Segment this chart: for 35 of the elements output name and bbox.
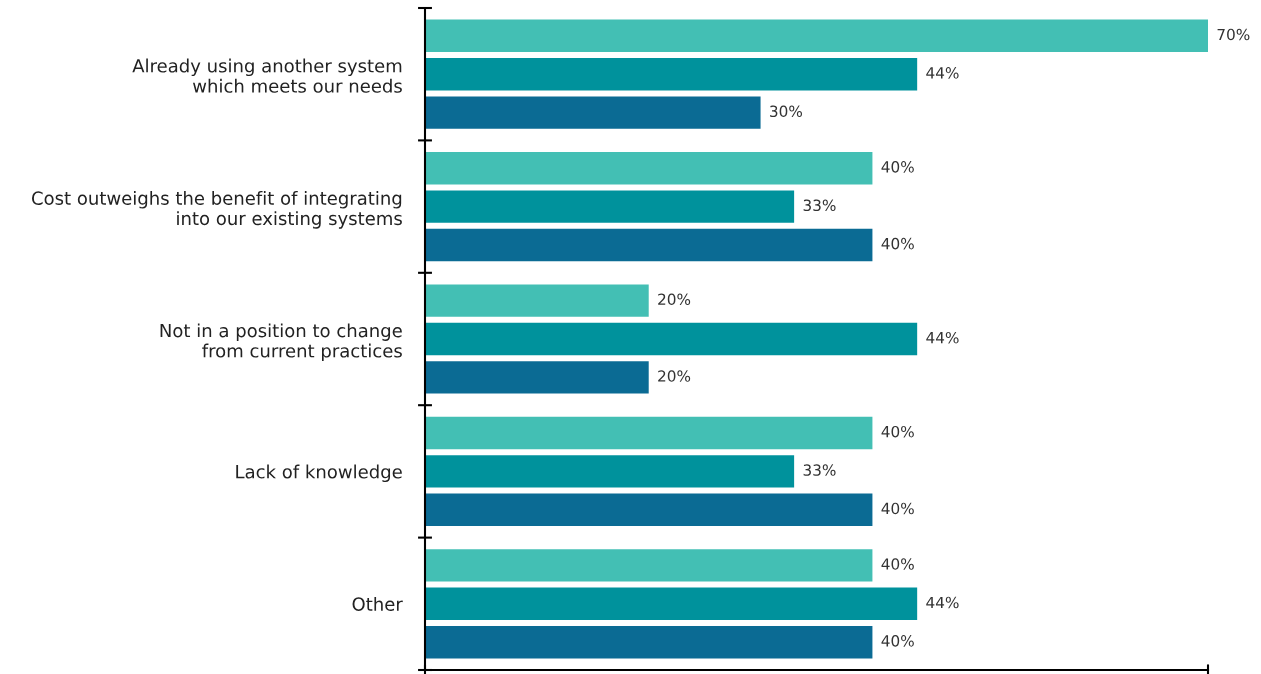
data-label: 33% bbox=[803, 464, 836, 476]
bar bbox=[425, 151, 873, 185]
y-tick-label: Lack of knowledge bbox=[236, 464, 402, 483]
bar bbox=[425, 625, 873, 659]
data-label: 20% bbox=[658, 293, 691, 306]
bar bbox=[425, 455, 795, 488]
data-label: 40% bbox=[881, 558, 914, 570]
data-label: 40% bbox=[881, 161, 914, 173]
bar bbox=[425, 190, 795, 223]
bar bbox=[425, 322, 918, 356]
bar bbox=[425, 19, 1208, 53]
data-label: 40% bbox=[881, 502, 914, 515]
bar bbox=[425, 416, 873, 450]
data-label: 40% bbox=[881, 635, 914, 647]
y-tick-label: Already using another system which meets our needs bbox=[132, 58, 402, 93]
data-label: 33% bbox=[803, 199, 836, 212]
data-label: 40% bbox=[881, 425, 914, 438]
bar bbox=[425, 284, 649, 317]
bar bbox=[425, 549, 873, 582]
data-label: 30% bbox=[770, 105, 803, 118]
y-tick-label: Not in a position to change from current practices bbox=[160, 323, 402, 362]
data-label: 20% bbox=[658, 370, 691, 382]
bar bbox=[425, 493, 873, 527]
y-tick-label: Other bbox=[352, 596, 403, 611]
bar bbox=[425, 587, 918, 621]
bar bbox=[425, 228, 873, 262]
data-label: 70% bbox=[1217, 28, 1250, 41]
bar bbox=[425, 96, 761, 129]
y-tick-label: Cost outweighs the benefit of integrating into our existing systems bbox=[31, 191, 402, 229]
bar bbox=[425, 361, 649, 394]
data-label: 40% bbox=[881, 237, 914, 250]
bar bbox=[425, 57, 918, 91]
data-label: 44% bbox=[926, 331, 959, 344]
data-label: 44% bbox=[926, 596, 959, 609]
data-label: 44% bbox=[926, 67, 959, 79]
